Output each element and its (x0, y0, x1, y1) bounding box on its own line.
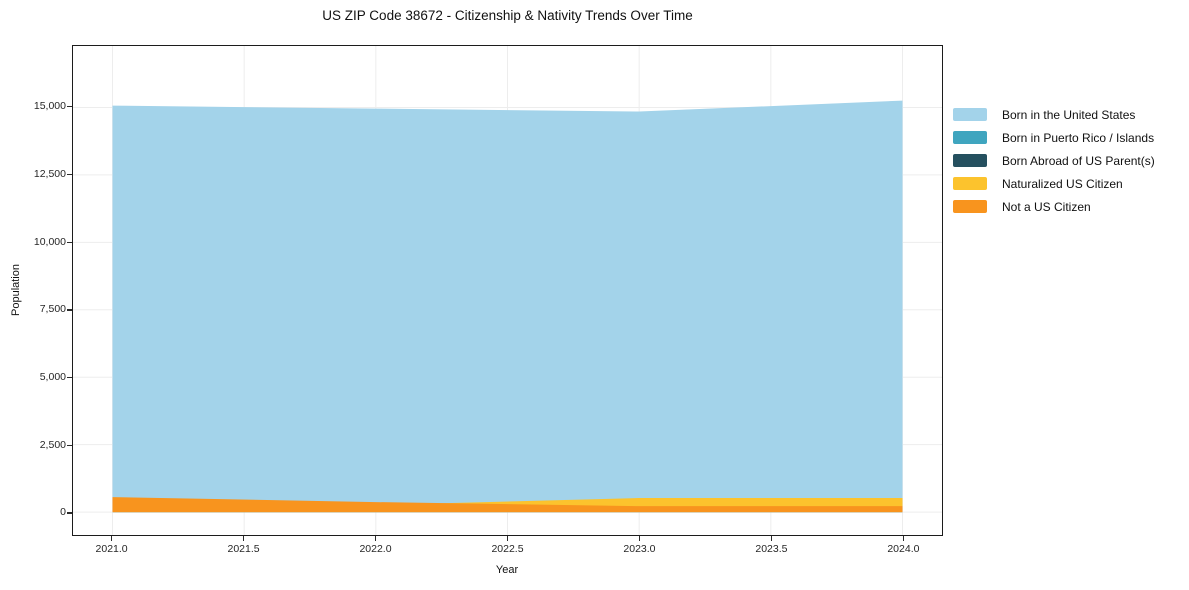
x-tick-mark (506, 536, 509, 541)
y-tick-mark (67, 377, 72, 379)
x-tick-label: 2021.0 (95, 543, 128, 555)
legend-label: Born Abroad of US Parent(s) (1002, 153, 1155, 168)
y-axis-label: Population (10, 264, 22, 316)
x-tick-mark (374, 536, 377, 541)
x-tick-mark (242, 536, 245, 541)
legend-swatch-icon (953, 131, 987, 144)
x-tick-mark (902, 536, 904, 541)
y-tick-label: 5,000 (39, 371, 66, 384)
legend-item: Not a US Citizen (953, 195, 1155, 218)
stacked-area-chart (73, 46, 942, 535)
legend-swatch-icon (953, 177, 987, 190)
legend-swatch-icon (953, 108, 987, 121)
y-tick-mark (67, 106, 72, 108)
legend-swatch-icon (953, 200, 987, 213)
legend-label: Naturalized US Citizen (1002, 176, 1123, 191)
x-tick-label: 2021.5 (227, 543, 260, 555)
y-tick-mark (67, 309, 72, 311)
x-tick-label: 2023.5 (755, 543, 788, 555)
x-axis-label: Year (495, 564, 519, 576)
legend-item: Naturalized US Citizen (953, 172, 1155, 195)
x-tick-label: 2024.0 (887, 543, 920, 555)
area-born-in-the-united-states (112, 100, 903, 513)
y-tick-mark (67, 512, 72, 514)
area-not-a-us-citizen (112, 497, 903, 513)
y-tick-label: 15,000 (33, 100, 66, 113)
legend: Born in the United States Born in Puerto… (953, 103, 1155, 218)
x-tick-mark (110, 536, 113, 541)
x-tick-label: 2022.5 (491, 543, 524, 555)
x-tick-label: 2023.0 (623, 543, 656, 555)
y-tick-label: 7,500 (39, 303, 66, 316)
x-tick-label: 2022.0 (359, 543, 392, 555)
y-tick-label: 10,000 (33, 235, 66, 248)
legend-item: Born in the United States (953, 103, 1155, 126)
x-tick-mark (638, 536, 641, 541)
plot-area (72, 45, 943, 536)
legend-swatch-icon (953, 154, 987, 167)
legend-label: Born in the United States (1002, 107, 1136, 122)
y-tick-label: 0 (60, 506, 66, 519)
y-tick-mark (67, 444, 72, 446)
y-tick-mark (67, 241, 72, 243)
legend-label: Not a US Citizen (1002, 199, 1091, 214)
chart-title: US ZIP Code 38672 - Citizenship & Nativi… (322, 8, 693, 23)
y-tick-label: 2,500 (39, 438, 66, 451)
y-tick-label: 12,500 (33, 167, 66, 180)
x-tick-mark (770, 536, 773, 541)
legend-item: Born Abroad of US Parent(s) (953, 149, 1155, 172)
legend-item: Born in Puerto Rico / Islands (953, 126, 1155, 149)
legend-label: Born in Puerto Rico / Islands (1002, 130, 1155, 145)
y-tick-mark (67, 173, 72, 176)
